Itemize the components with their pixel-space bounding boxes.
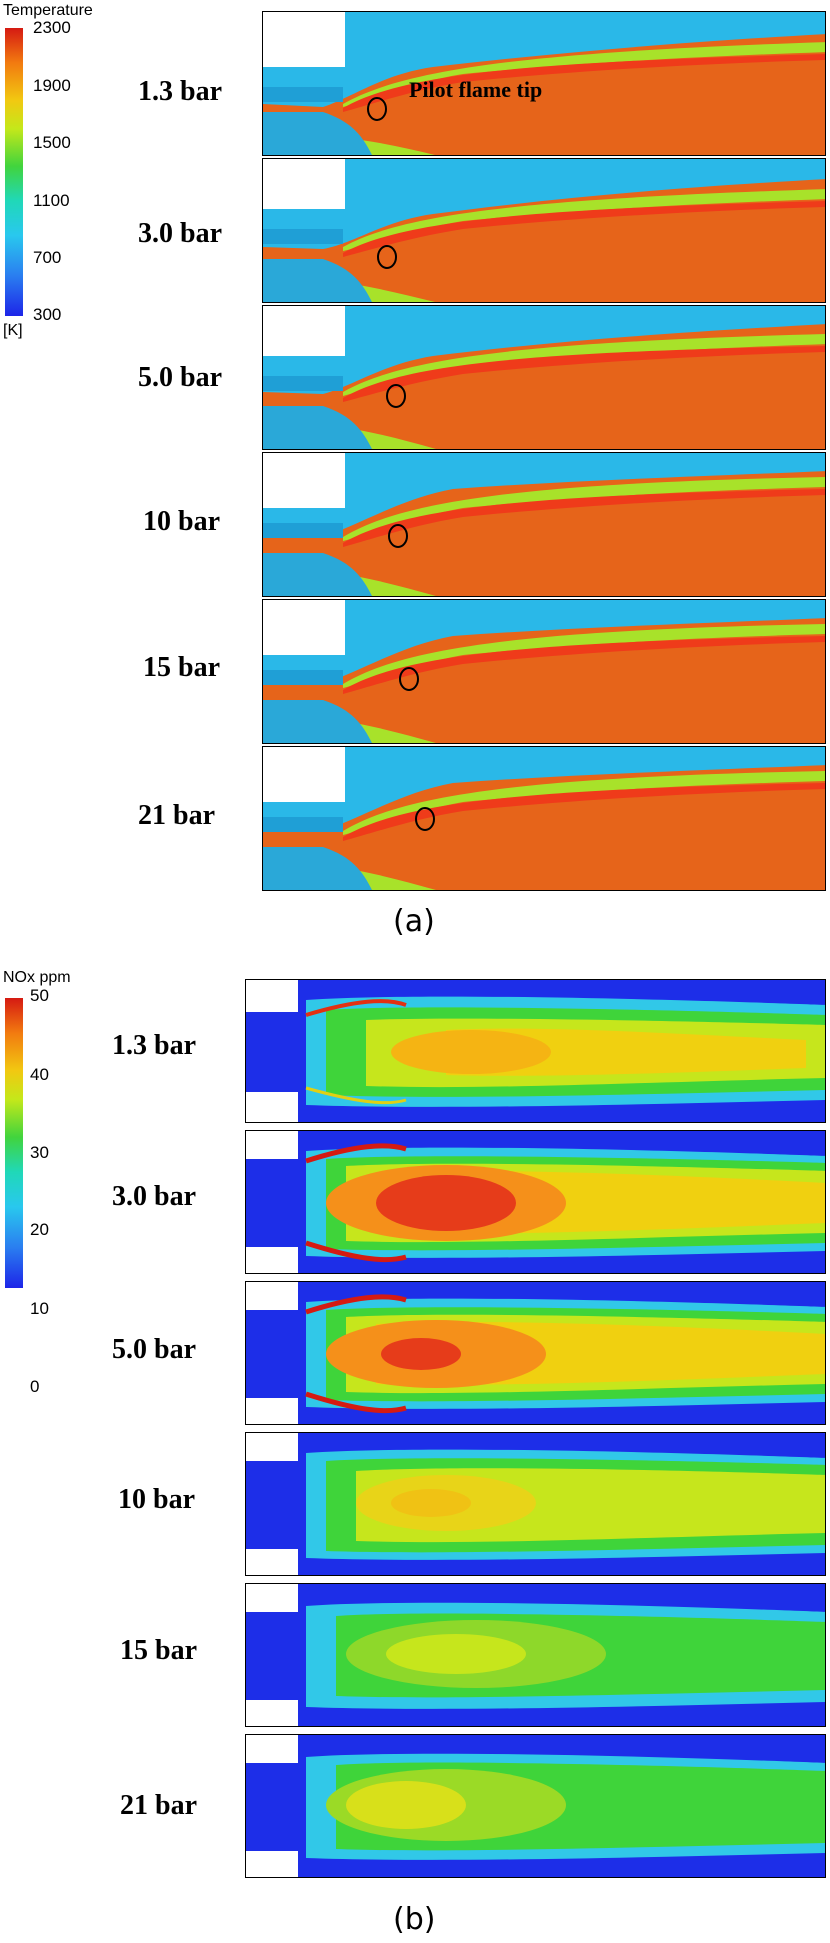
panel-a-label-5: 15 bar (143, 652, 220, 683)
subfigure-b-caption: (b) (393, 1902, 436, 1937)
panel-a-label-3: 5.0 bar (138, 362, 222, 393)
nox-contour-4 (245, 1432, 826, 1576)
temperature-tick-300: 300 (33, 305, 62, 324)
nox-colorbar (5, 998, 23, 1288)
temperature-contour-2 (262, 158, 826, 303)
panel-a-label-1: 1.3 bar (138, 76, 222, 107)
panel-b-label-5: 15 bar (120, 1635, 197, 1666)
nox-tick-10: 10 (30, 1299, 49, 1318)
panel-b-label-3: 5.0 bar (112, 1334, 196, 1365)
nox-tick-30: 30 (30, 1143, 49, 1162)
temperature-colorbar-title: Temperature (3, 2, 93, 19)
nox-tick-50: 50 (30, 986, 49, 1005)
nox-contour-6 (245, 1734, 826, 1878)
nox-colorbar-title: NOx ppm (3, 969, 71, 986)
subfigure-a-caption: (a) (393, 904, 435, 939)
temperature-contour-6 (262, 746, 826, 891)
panel-a-label-2: 3.0 bar (138, 218, 222, 249)
nox-tick-20: 20 (30, 1220, 49, 1239)
nox-contour-3 (245, 1281, 826, 1425)
nox-contour-5 (245, 1583, 826, 1727)
temperature-tick-1500: 1500 (33, 133, 71, 152)
temperature-tick-2300: 2300 (33, 18, 71, 37)
temperature-tick-1100: 1100 (33, 191, 70, 210)
panel-b-label-1: 1.3 bar (112, 1030, 196, 1061)
panel-b-label-6: 21 bar (120, 1790, 197, 1821)
temperature-contour-3 (262, 305, 826, 450)
temperature-contour-5 (262, 599, 826, 744)
nox-contour-1 (245, 979, 826, 1123)
temperature-unit: [K] (3, 322, 23, 339)
nox-tick-0: 0 (30, 1377, 40, 1396)
temperature-tick-1900: 1900 (33, 76, 71, 95)
temperature-contour-1 (262, 11, 826, 156)
panel-a-label-6: 21 bar (138, 800, 215, 831)
nox-tick-40: 40 (30, 1065, 49, 1084)
temperature-tick-700: 700 (33, 248, 62, 267)
panel-b-label-2: 3.0 bar (112, 1181, 196, 1212)
pilot-flame-tip-annotation: Pilot flame tip (409, 77, 543, 102)
panel-b-label-4: 10 bar (118, 1484, 195, 1515)
temperature-contour-4 (262, 452, 826, 597)
nox-contour-2 (245, 1130, 826, 1274)
panel-a-label-4: 10 bar (143, 506, 220, 537)
temperature-colorbar (5, 28, 23, 316)
